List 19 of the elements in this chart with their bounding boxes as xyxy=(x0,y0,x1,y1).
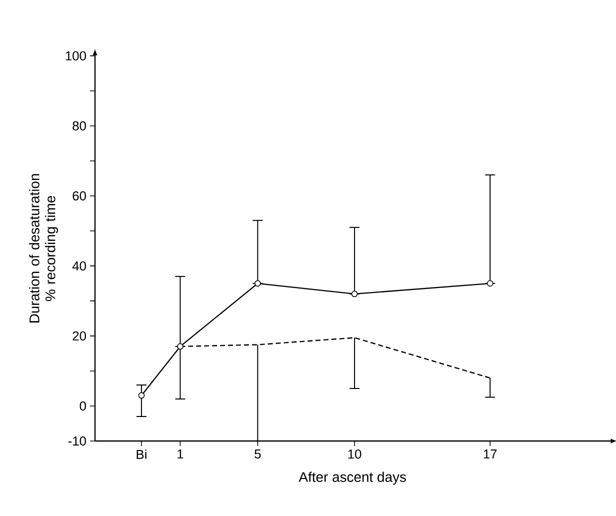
y-tick-label: 100 xyxy=(66,51,86,60)
point xyxy=(254,280,261,287)
point xyxy=(351,290,358,298)
x-tick-label: Bi xyxy=(136,449,146,459)
y-tick-label: -10 xyxy=(68,436,86,446)
point xyxy=(138,392,145,399)
y-tick-label: 40 xyxy=(72,261,86,271)
y-tick-label: 20 xyxy=(72,331,86,341)
x-axis-title: After ascent days xyxy=(298,472,406,485)
x-tick-label: 10 xyxy=(348,450,362,459)
y-tick-label: 0 xyxy=(80,401,86,411)
point xyxy=(486,280,494,287)
x-tick-label: 5 xyxy=(254,450,261,459)
y-axis-title: Duration of desaturation % recording time xyxy=(29,174,58,322)
x-tick-label: 1 xyxy=(178,450,184,458)
y-tick-label: 60 xyxy=(72,191,86,200)
point xyxy=(177,343,184,350)
y-tick-label: 80 xyxy=(72,121,86,130)
x-tick-label: 17 xyxy=(484,450,497,458)
